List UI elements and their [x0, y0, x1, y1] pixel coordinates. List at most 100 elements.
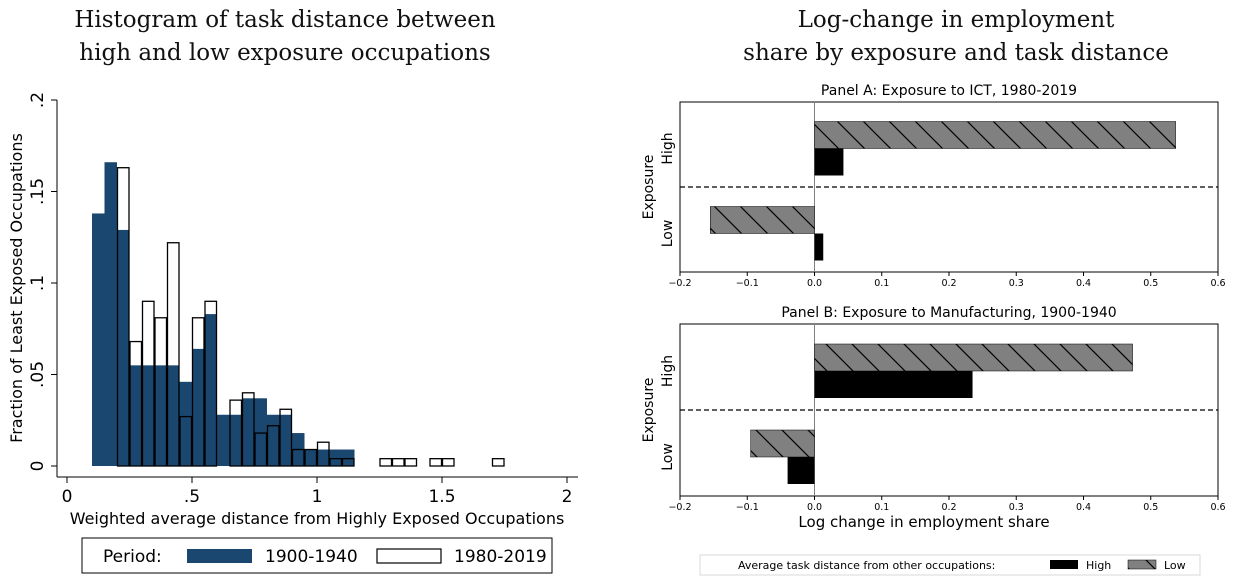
histogram-bar-1900-1940 [317, 449, 330, 466]
histogram-bar-1980-2019 [304, 448, 318, 467]
y-tick-label: 0 [28, 461, 48, 472]
histogram-bar-1900-1940 [242, 398, 255, 466]
histogram-bar-1900-1940 [129, 365, 142, 466]
histogram-bar-1980-2019 [441, 458, 455, 467]
legend-label-low: Low [1164, 559, 1186, 572]
x-tick-label: −0.1 [736, 278, 759, 289]
histogram-bar-1900-1940 [117, 229, 130, 466]
x-tick-label: 0.2 [941, 502, 956, 513]
category-label-high: High [660, 355, 676, 387]
histogram-bar-1900-1940 [92, 213, 105, 466]
legend-box [81, 537, 553, 574]
histogram-bar-1980-2019 [166, 242, 180, 467]
y-tick-label: .15 [28, 178, 48, 205]
x-tick-label: 0.5 [1143, 278, 1158, 289]
bar-high-low [814, 233, 824, 261]
histogram-bar-1980-2019 [241, 392, 255, 467]
histogram-bar-1980-2019 [129, 340, 143, 467]
histogram-bar-1900-1940 [329, 449, 342, 466]
x-tick-label: 0.4 [1076, 502, 1091, 513]
histogram-bar-1900-1940 [154, 365, 167, 466]
legend-label-high: High [1086, 559, 1111, 572]
histogram-bar-1980-2019 [429, 458, 443, 467]
bar-low-low [750, 429, 815, 458]
x-tick-label: 0.5 [1143, 502, 1158, 513]
histogram-bar-1980-2019 [254, 432, 268, 467]
x-tick-label: .5 [184, 487, 200, 507]
left-chart-title-line2: high and low exposure occupations [79, 40, 491, 66]
histogram-bar-1900-1940 [179, 381, 192, 466]
x-tick-label: 0.1 [874, 502, 889, 513]
x-tick-label: 0.1 [874, 278, 889, 289]
histogram-legend: Period: 1900-1940 1980-2019 [81, 537, 553, 574]
panel-title: Panel A: Exposure to ICT, 1980-2019 [821, 83, 1077, 99]
histogram-bar-1980-2019 [341, 458, 355, 467]
histogram-bar-1980-2019 [379, 458, 393, 467]
legend-swatch-high [1050, 560, 1078, 569]
histogram-bar-1980-2019 [116, 167, 130, 467]
y-tick-label: .1 [28, 275, 48, 291]
x-tick-label: −0.2 [668, 502, 691, 513]
histogram-bar-1980-2019 [404, 458, 418, 467]
y-tick-label: .05 [28, 361, 48, 388]
x-tick-label: −0.2 [668, 278, 691, 289]
right-chart-title-line2: share by exposure and task distance [743, 40, 1169, 66]
histogram-bar-1980-2019 [279, 408, 293, 467]
y-axis-title: Fraction of Least Exposed Occupations [7, 133, 26, 443]
legend-swatch-1980-2019 [376, 548, 442, 564]
histogram-bar-1900-1940 [217, 414, 230, 466]
histogram-bar-1980-2019 [154, 317, 168, 467]
panel-legend: Average task distance from other occupat… [699, 554, 1201, 576]
histogram-bar-1900-1940 [104, 162, 117, 466]
histogram-bar-1980-2019 [316, 441, 330, 467]
histogram-bar-1980-2019 [491, 458, 505, 467]
histogram-bar-1980-2019 [291, 448, 305, 467]
legend-swatch-1900-1940 [187, 549, 252, 563]
histogram-bar-1900-1940 [192, 348, 205, 466]
bar-high-low [787, 457, 815, 484]
histogram-bar-1900-1940 [142, 365, 155, 466]
x-tick-label: 0.2 [941, 278, 956, 289]
histogram-bar-1900-1940 [342, 449, 355, 466]
panel-a: Panel A: Exposure to ICT, 1980-2019 High L… [641, 83, 1226, 289]
histogram-bar-1900-1940 [204, 314, 217, 466]
panel-title: Panel B: Exposure to Manufacturing, 1900… [781, 305, 1116, 321]
legend-label-1980-2019: 1980-2019 [454, 547, 547, 567]
histogram-bar-1980-2019 [141, 300, 155, 467]
histogram-bar-1900-1940 [254, 398, 267, 466]
legend-prefix: Period: [103, 547, 162, 567]
x-tick-label: 0.3 [1009, 278, 1024, 289]
x-tick-label: 0.4 [1076, 278, 1091, 289]
histogram-bar-1900-1940 [167, 365, 180, 466]
y-tick-label: .2 [28, 92, 48, 108]
legend-label-1900-1940: 1900-1940 [265, 547, 358, 567]
y-axis-title: Exposure [641, 155, 657, 220]
legend-prefix: Average task distance from other occupat… [738, 559, 995, 572]
x-tick-label: 0 [62, 487, 73, 507]
histogram-bar-1900-1940 [267, 414, 280, 466]
histogram-bar-1900-1940 [304, 449, 317, 466]
panel-b: Panel B: Exposure to Manufacturing, 1900… [641, 305, 1226, 531]
right-chart-title-line1: Log-change in employment [797, 7, 1115, 33]
histogram-bar-1980-2019 [191, 317, 205, 467]
bar-low-high [814, 121, 1176, 149]
category-label-low: Low [660, 443, 676, 471]
x-axis-title: Weighted average distance from Highly Ex… [70, 509, 565, 528]
histogram-bar-1900-1940 [279, 414, 292, 466]
x-tick-label: 0.0 [807, 502, 822, 513]
histogram-bar-1900-1940 [229, 414, 242, 466]
histogram-bar-1980-2019 [266, 425, 280, 467]
bar-low-high [814, 343, 1133, 372]
right-chart-title: Log-change in employment share by exposu… [706, 4, 1206, 70]
x-tick-label: 2 [562, 487, 573, 507]
bar-high-high [814, 371, 973, 398]
bar-low-low [710, 206, 815, 234]
category-label-low: Low [660, 220, 676, 248]
x-axis-title: Log change in employment share [798, 513, 1049, 531]
histogram-bar-1980-2019 [179, 415, 193, 467]
histogram-chart: 0 .05 .1 .15 .2 0 .5 1 1.5 2 Fraction of Least Exp… [7, 92, 578, 574]
left-chart-title: Histogram of task distance between high … [60, 4, 510, 70]
x-tick-label: 1 [312, 487, 323, 507]
histogram-bar-1980-2019 [329, 458, 343, 467]
y-axis-title: Exposure [641, 378, 657, 443]
